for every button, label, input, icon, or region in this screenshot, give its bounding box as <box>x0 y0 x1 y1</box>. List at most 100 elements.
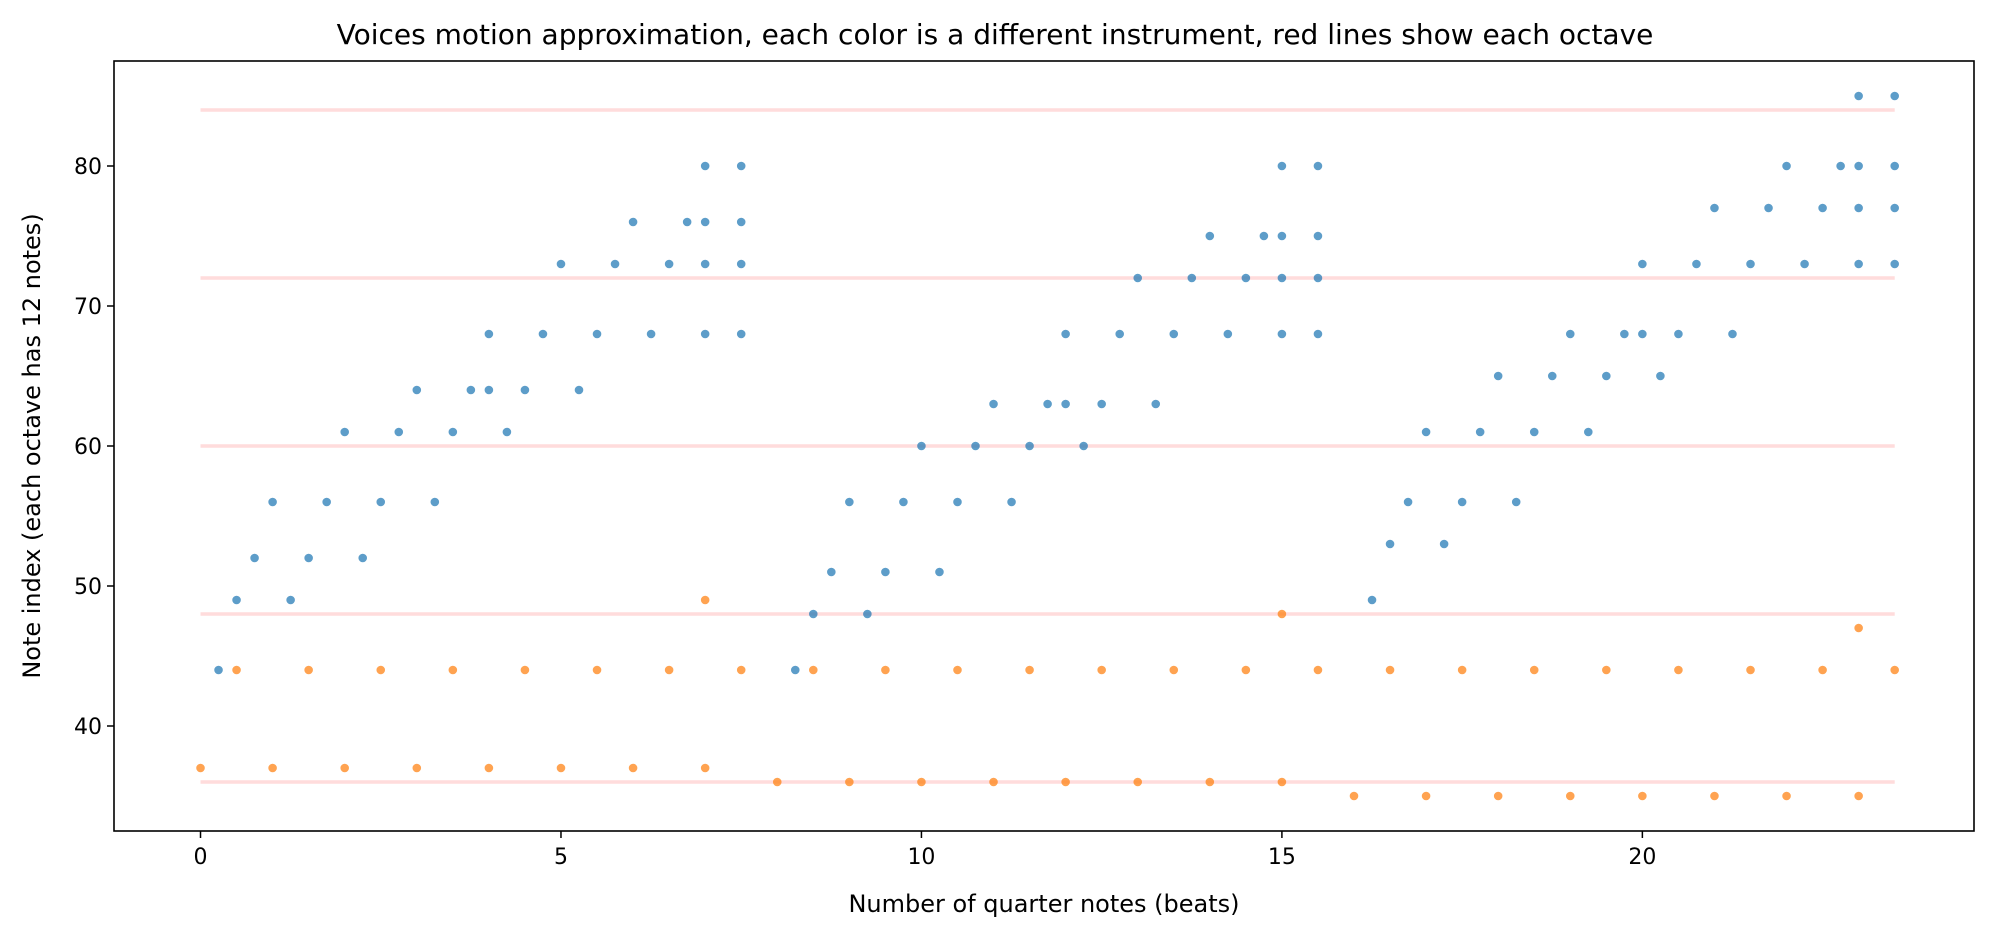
data-point <box>394 427 404 437</box>
data-point <box>538 329 548 339</box>
data-point <box>1890 203 1899 213</box>
data-point <box>1710 203 1719 213</box>
data-point <box>1692 259 1701 269</box>
data-point <box>340 763 349 773</box>
data-point <box>664 259 674 269</box>
data-point <box>845 777 854 787</box>
data-point <box>809 609 818 619</box>
data-point <box>1638 259 1647 269</box>
y-tick-label: 50 <box>74 575 102 600</box>
y-tick-label: 80 <box>74 155 102 180</box>
data-point <box>286 595 295 605</box>
data-point <box>1493 371 1503 381</box>
data-point <box>700 161 710 171</box>
data-point <box>520 385 530 395</box>
data-point <box>1890 259 1899 269</box>
data-point <box>1205 231 1215 241</box>
data-point <box>736 329 746 339</box>
data-point <box>1151 399 1161 409</box>
data-point <box>1025 665 1034 675</box>
data-point <box>772 777 782 787</box>
data-point <box>953 665 962 675</box>
data-point <box>232 665 241 675</box>
data-point <box>628 763 638 773</box>
data-point <box>1890 91 1899 101</box>
data-point <box>430 497 440 507</box>
data-point <box>1133 273 1143 283</box>
data-point <box>268 763 277 773</box>
data-point <box>412 763 422 773</box>
data-point <box>736 665 746 675</box>
data-point <box>1259 231 1269 241</box>
chart-title: Voices motion approximation, each color … <box>337 18 1654 51</box>
data-point <box>1241 273 1251 283</box>
data-point <box>556 259 566 269</box>
data-point <box>1710 791 1719 801</box>
data-point <box>340 427 349 437</box>
data-point <box>736 259 746 269</box>
data-point <box>1854 91 1863 101</box>
data-point <box>917 777 926 787</box>
y-axis-label: Note index (each octave has 12 notes) <box>18 213 46 678</box>
data-point <box>1313 665 1323 675</box>
data-point <box>1421 427 1431 437</box>
data-point <box>1493 791 1503 801</box>
data-point <box>232 595 241 605</box>
data-point <box>628 217 638 227</box>
x-axis-label: Number of quarter notes (beats) <box>848 890 1239 918</box>
data-point <box>1421 791 1431 801</box>
data-point <box>1349 791 1359 801</box>
data-point <box>1169 665 1179 675</box>
data-point <box>1025 441 1034 451</box>
data-point <box>1836 161 1845 171</box>
data-point <box>1403 497 1413 507</box>
data-point <box>376 497 386 507</box>
data-point <box>1584 427 1593 437</box>
data-point <box>520 665 530 675</box>
data-point <box>1313 161 1323 171</box>
data-point <box>1133 777 1143 787</box>
data-point <box>899 497 908 507</box>
data-point <box>736 217 746 227</box>
data-point <box>358 553 368 563</box>
data-point <box>917 441 926 451</box>
data-point <box>1277 231 1287 241</box>
data-point <box>1061 777 1070 787</box>
data-point <box>881 665 890 675</box>
data-point <box>953 497 962 507</box>
data-point <box>376 665 386 675</box>
octave-lines <box>200 108 1895 784</box>
data-point <box>1854 161 1863 171</box>
data-point <box>1079 441 1088 451</box>
data-point <box>268 497 277 507</box>
data-point <box>304 665 313 675</box>
data-point <box>1782 161 1791 171</box>
data-point <box>1007 497 1016 507</box>
data-point <box>610 259 620 269</box>
data-points <box>196 91 1899 801</box>
data-point <box>664 665 674 675</box>
data-point <box>1385 665 1395 675</box>
data-point <box>1890 161 1899 171</box>
data-point <box>592 329 602 339</box>
data-point <box>592 665 602 675</box>
data-point <box>1565 791 1575 801</box>
data-point <box>1061 399 1070 409</box>
y-tick-label: 70 <box>74 295 102 320</box>
data-point <box>700 259 710 269</box>
data-point <box>1854 203 1863 213</box>
data-point <box>736 161 746 171</box>
data-point <box>484 385 494 395</box>
data-point <box>1529 427 1539 437</box>
data-point <box>845 497 854 507</box>
data-point <box>250 553 259 563</box>
data-point <box>1223 329 1233 339</box>
data-point <box>1313 329 1323 339</box>
data-point <box>1277 609 1287 619</box>
data-point <box>881 567 890 577</box>
data-point <box>971 441 980 451</box>
data-point <box>1602 665 1611 675</box>
data-point <box>700 595 710 605</box>
data-point <box>646 329 656 339</box>
data-point <box>1674 665 1683 675</box>
